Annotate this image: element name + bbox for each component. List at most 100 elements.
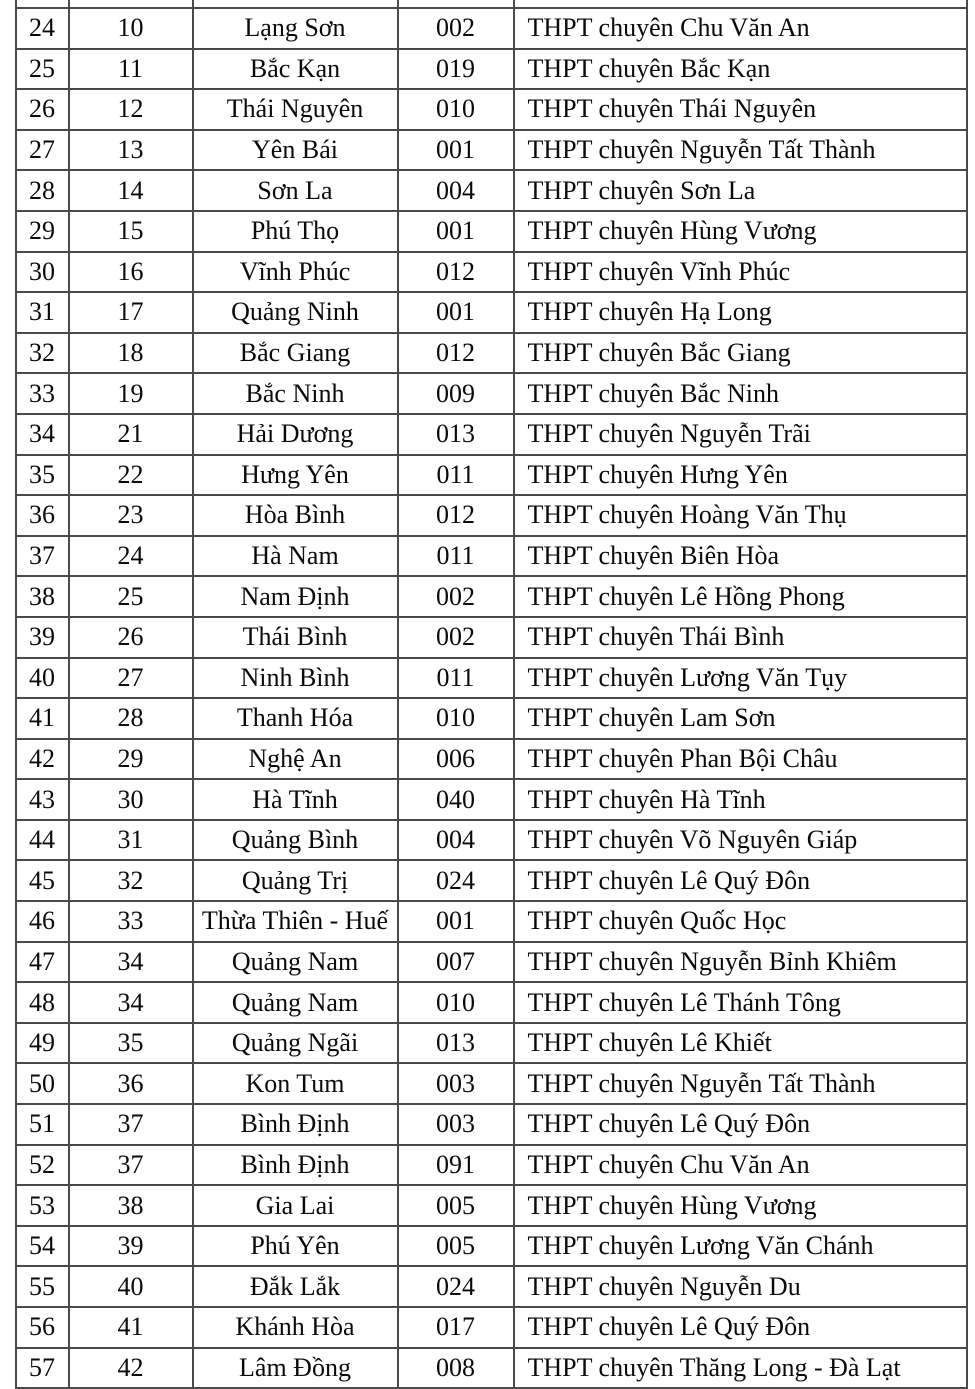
cell-school-name: THPT chuyên Chu Văn An — [512, 7, 968, 50]
cell-school-name: THPT chuyên Thái Bình — [512, 615, 968, 659]
school-codes-table: 24 10 Lạng Sơn 002 THPT chuyên Chu Văn An 25 1… — [14, 0, 968, 1389]
table-row: 25 11 Bắc Kạn 019 THPT chuyên Bắc Kạn — [14, 47, 968, 91]
cell-province-no: 11 — [67, 47, 194, 91]
cell-province: Hà Nam — [191, 534, 399, 578]
cell-school-name: THPT chuyên Lê Thánh Tông — [512, 981, 968, 1024]
cell-school-code: 010 — [396, 981, 515, 1024]
cell-province-no: 40 — [67, 1265, 194, 1308]
table-row: 54 39 Phú Yên 005 THPT chuyên Lương Văn Chán… — [14, 1224, 968, 1268]
cell-no: 51 — [14, 1103, 70, 1146]
cell-no: 55 — [14, 1265, 70, 1308]
table-row: 35 22 Hưng Yên 011 THPT chuyên Hưng Yên — [14, 453, 968, 497]
cell-province: Hưng Yên — [191, 453, 399, 497]
cell-no: 38 — [14, 575, 70, 618]
cell-school-code: 024 — [396, 1265, 515, 1308]
cell-school-name: THPT chuyên Nguyễn Tất Thành — [512, 128, 968, 172]
cell-school-name: THPT chuyên Hùng Vương — [512, 1184, 968, 1227]
cell-province-no: 27 — [67, 656, 194, 700]
cell-province-no: 12 — [67, 88, 194, 131]
cell-province: Nghệ An — [191, 737, 399, 781]
cell-no: 48 — [14, 981, 70, 1024]
cell-school-code: 011 — [396, 453, 515, 497]
cell-province-no: 14 — [67, 169, 194, 212]
cell-school-code: 010 — [396, 88, 515, 131]
table-row: 53 38 Gia Lai 005 THPT chuyên Hùng Vương — [14, 1184, 968, 1227]
cell-no: 54 — [14, 1224, 70, 1268]
cell-school-name: THPT chuyên Lương Văn Tụy — [512, 656, 968, 700]
cell-province: Thái Bình — [191, 615, 399, 659]
cell-school-name: THPT chuyên Nguyễn Trãi — [512, 412, 968, 456]
cell-school-name: THPT chuyên Thăng Long - Đà Lạt — [512, 1346, 968, 1389]
cell-province: Ninh Bình — [191, 656, 399, 700]
cell-school-code: 002 — [396, 615, 515, 659]
table-row: 49 35 Quảng Ngãi 013 THPT chuyên Lê Khiết — [14, 1021, 968, 1065]
cell-province: Lạng Sơn — [191, 7, 399, 50]
table-row: 55 40 Đắk Lắk 024 THPT chuyên Nguyễn Du — [14, 1265, 968, 1308]
cell-school-name: THPT chuyên Bắc Kạn — [512, 47, 968, 91]
cell-province-no: 16 — [67, 250, 194, 294]
cell-school-name: THPT chuyên Lê Khiết — [512, 1021, 968, 1065]
cell-school-name: THPT chuyên Phan Bội Châu — [512, 737, 968, 781]
table-row: 46 33 Thừa Thiên - Huế 001 THPT chuyên Quốc … — [14, 900, 968, 943]
cell-no: 46 — [14, 900, 70, 943]
cell-province: Đắk Lắk — [191, 1265, 399, 1308]
cell-province-no: 37 — [67, 1103, 194, 1146]
cell-school-code: 003 — [396, 1103, 515, 1146]
cell-school-code: 013 — [396, 412, 515, 456]
cell-no: 28 — [14, 169, 70, 212]
table-row: 47 34 Quảng Nam 007 THPT chuyên Nguyễn Bỉnh … — [14, 940, 968, 984]
cell-province-no: 34 — [67, 940, 194, 984]
cell-province: Nam Định — [191, 575, 399, 618]
cell-province-no: 18 — [67, 331, 194, 375]
cell-empty — [396, 0, 515, 9]
cell-province-no: 41 — [67, 1306, 194, 1349]
table-row: 48 34 Quảng Nam 010 THPT chuyên Lê Thánh Tôn… — [14, 981, 968, 1024]
cell-no: 33 — [14, 372, 70, 415]
cell-school-code: 012 — [396, 331, 515, 375]
cell-school-name: THPT chuyên Vĩnh Phúc — [512, 250, 968, 294]
cell-province: Hòa Bình — [191, 494, 399, 537]
cell-school-code: 002 — [396, 575, 515, 618]
cell-school-name: THPT chuyên Lương Văn Chánh — [512, 1224, 968, 1268]
cell-school-code: 012 — [396, 250, 515, 294]
cell-school-code: 010 — [396, 697, 515, 740]
cell-province: Quảng Ninh — [191, 291, 399, 334]
cell-school-name: THPT chuyên Hoàng Văn Thụ — [512, 494, 968, 537]
cell-province-no: 32 — [67, 859, 194, 903]
cell-province: Quảng Bình — [191, 818, 399, 862]
cell-no: 53 — [14, 1184, 70, 1227]
cell-empty — [512, 0, 968, 9]
cell-school-name: THPT chuyên Lam Sơn — [512, 697, 968, 740]
table-row: 30 16 Vĩnh Phúc 012 THPT chuyên Vĩnh Phúc — [14, 250, 968, 294]
cell-school-code: 012 — [396, 494, 515, 537]
cell-province-no: 22 — [67, 453, 194, 497]
table-row: 45 32 Quảng Trị 024 THPT chuyên Lê Quý Đôn — [14, 859, 968, 903]
cell-no: 52 — [14, 1143, 70, 1187]
table-row: 43 30 Hà Tĩnh 040 THPT chuyên Hà Tĩnh — [14, 778, 968, 821]
table-row: 28 14 Sơn La 004 THPT chuyên Sơn La — [14, 169, 968, 212]
cell-school-code: 040 — [396, 778, 515, 821]
cell-no: 34 — [14, 412, 70, 456]
cell-school-name: THPT chuyên Nguyễn Bỉnh Khiêm — [512, 940, 968, 984]
cell-school-code: 017 — [396, 1306, 515, 1349]
cell-no: 27 — [14, 128, 70, 172]
cell-province: Vĩnh Phúc — [191, 250, 399, 294]
table-row: 26 12 Thái Nguyên 010 THPT chuyên Thái Nguyê… — [14, 88, 968, 131]
cell-province-no: 35 — [67, 1021, 194, 1065]
cell-province: Thanh Hóa — [191, 697, 399, 740]
cell-no: 45 — [14, 859, 70, 903]
cell-school-name: THPT chuyên Quốc Học — [512, 900, 968, 943]
cell-school-code: 011 — [396, 534, 515, 578]
cell-no: 43 — [14, 778, 70, 821]
cell-no: 32 — [14, 331, 70, 375]
cell-school-code: 001 — [396, 209, 515, 253]
cell-no: 57 — [14, 1346, 70, 1389]
cell-province: Sơn La — [191, 169, 399, 212]
cell-province-no: 26 — [67, 615, 194, 659]
cell-province: Hà Tĩnh — [191, 778, 399, 821]
table-row: 39 26 Thái Bình 002 THPT chuyên Thái Bình — [14, 615, 968, 659]
cell-school-name: THPT chuyên Bắc Ninh — [512, 372, 968, 415]
table-row: 37 24 Hà Nam 011 THPT chuyên Biên Hòa — [14, 534, 968, 578]
cell-no: 31 — [14, 291, 70, 334]
